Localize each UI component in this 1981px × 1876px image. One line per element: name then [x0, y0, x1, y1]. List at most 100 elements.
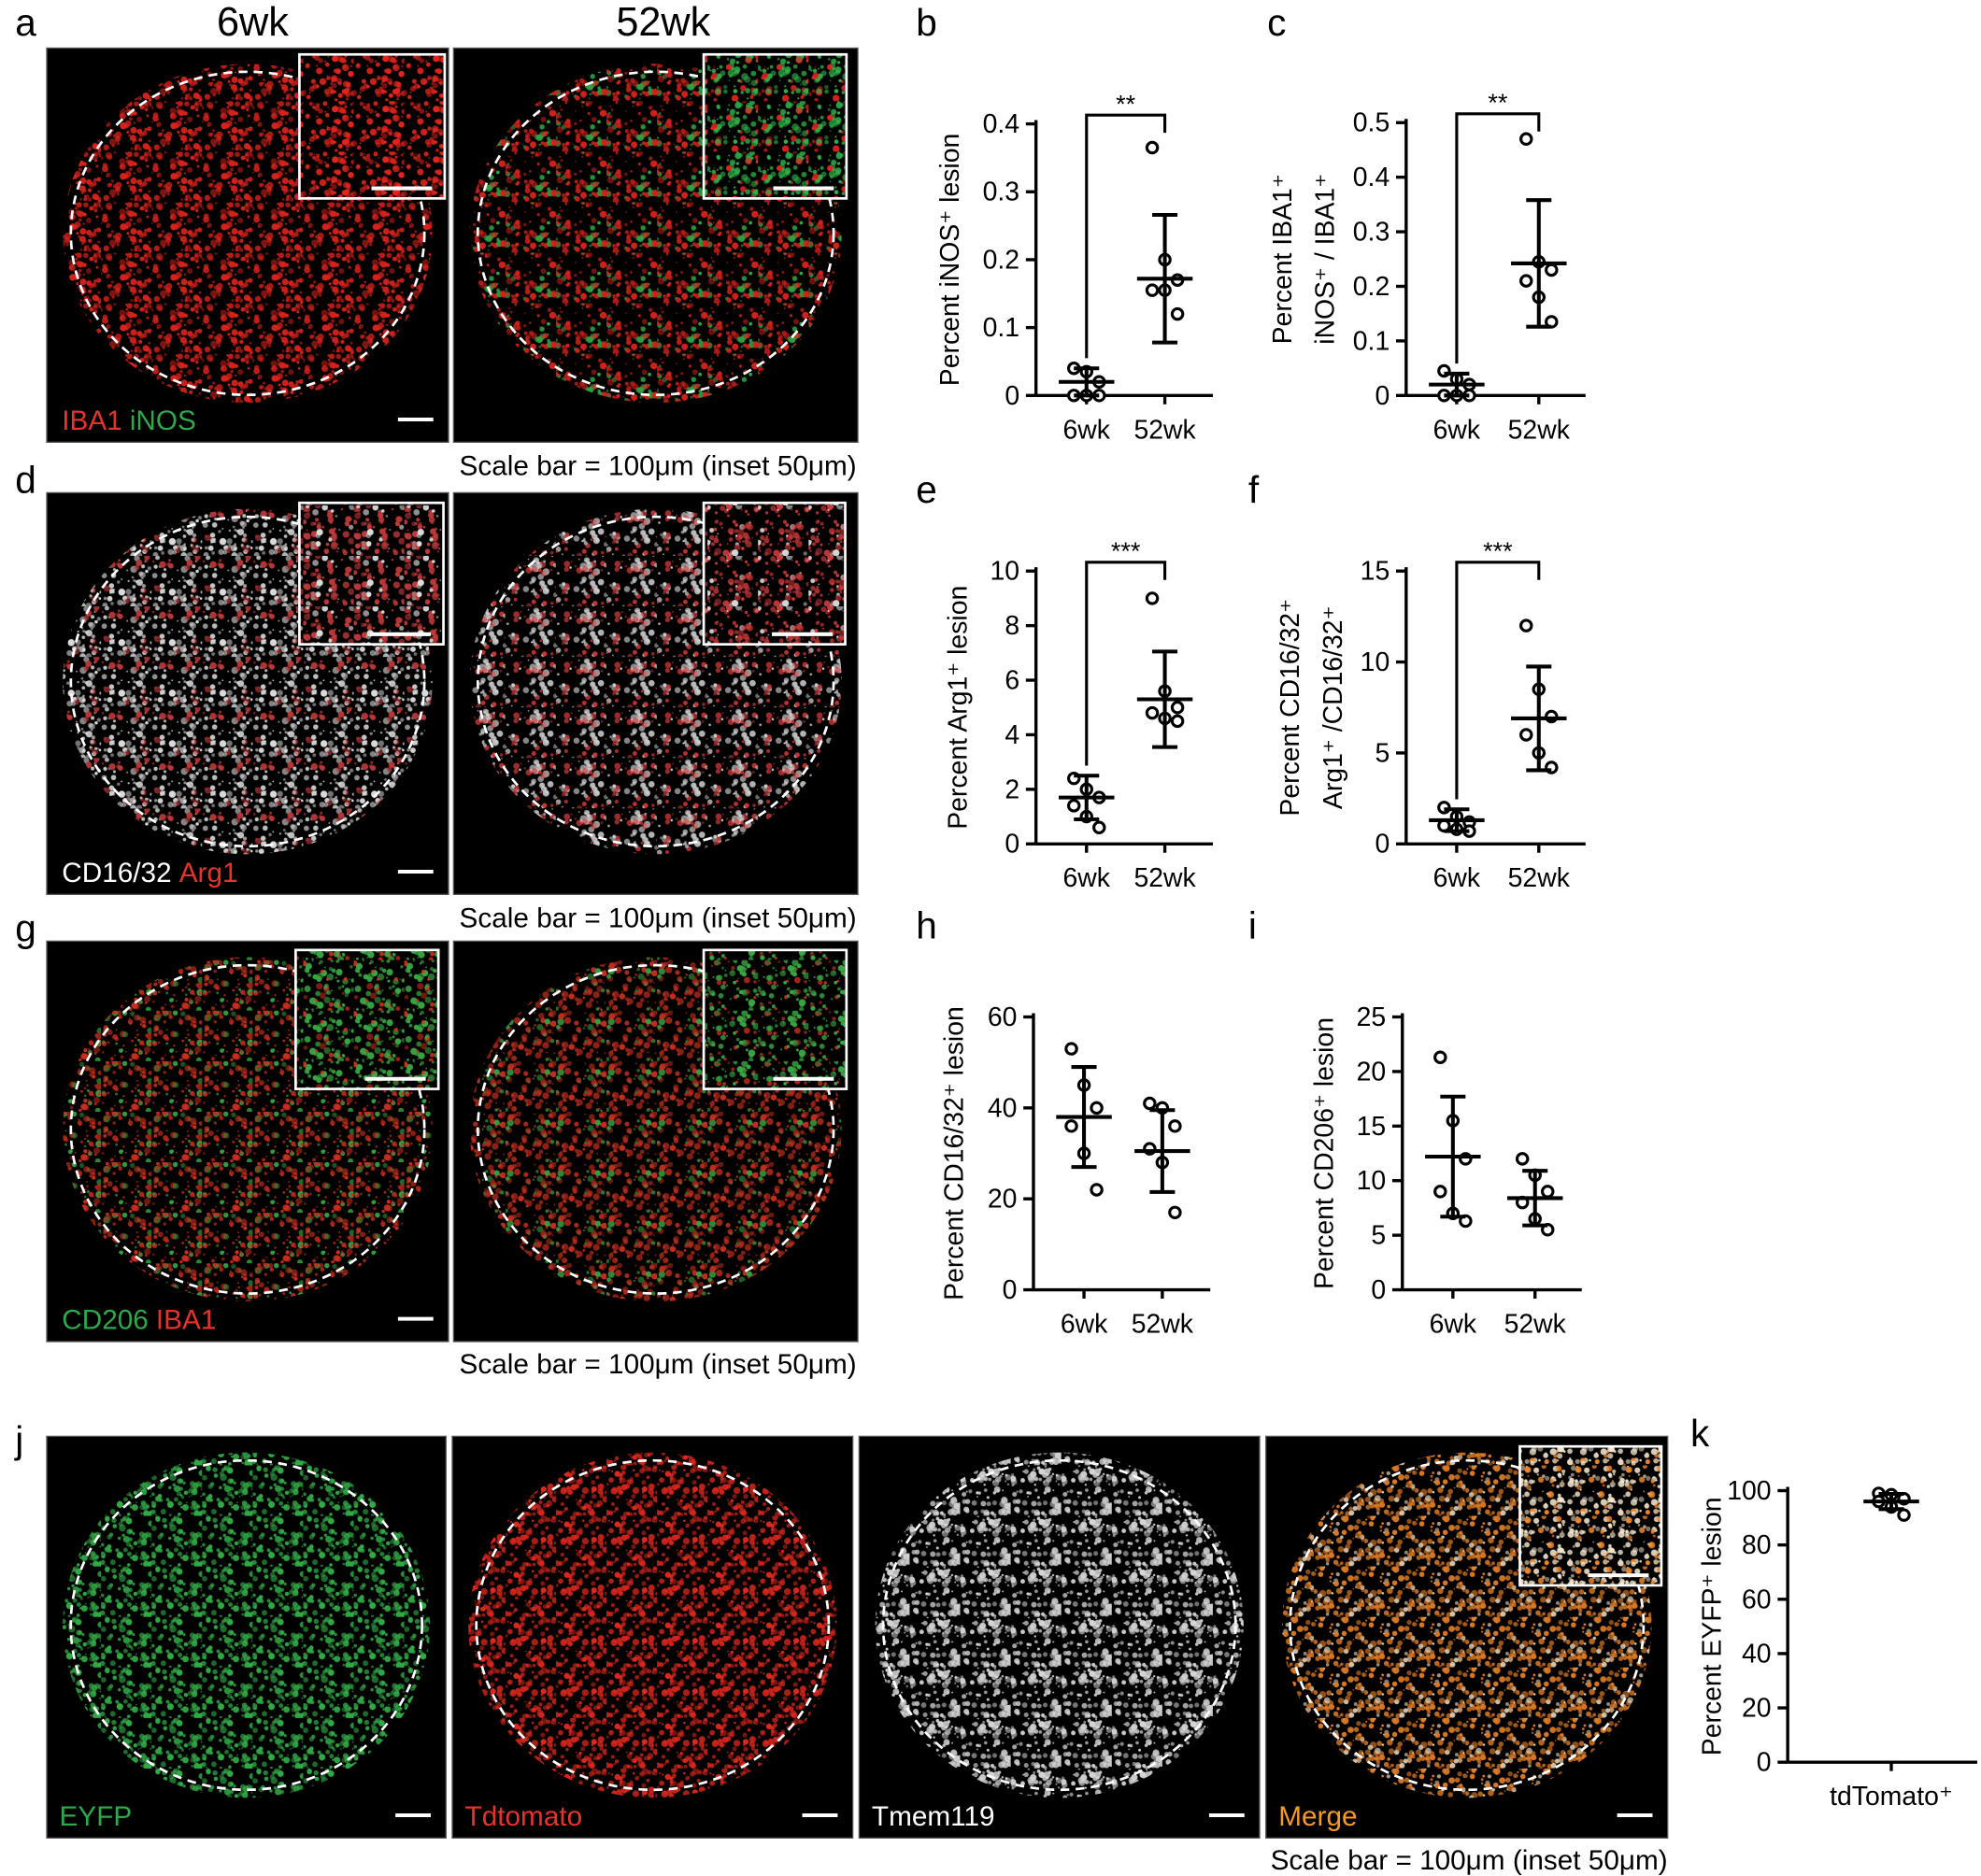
y-tick-label: 6: [1005, 666, 1019, 696]
data-point: [1092, 820, 1106, 834]
data-point: [1433, 1050, 1447, 1064]
significance-bracket: [1085, 113, 1167, 359]
data-point: [1168, 1119, 1182, 1133]
x-tick-label: 52wk: [1132, 1310, 1194, 1340]
y-tick-label: 10: [990, 557, 1020, 587]
channel-name: IBA1: [156, 1304, 216, 1335]
y-tick-label: 5: [1371, 1221, 1386, 1251]
x-tick-label: 6wk: [1063, 415, 1111, 445]
y-axis-label: Percent CD206⁺ lesion: [1309, 1017, 1339, 1289]
error-bar: [1878, 1491, 1904, 1512]
y-axis-label: Percent iNOS⁺ lesion: [935, 134, 965, 386]
y-tick-label: 0: [1003, 1275, 1018, 1305]
data-point: [1545, 263, 1559, 277]
y-tick-label: 0: [1005, 381, 1019, 411]
data-point: [1090, 1101, 1104, 1116]
error-bar: [1444, 807, 1470, 833]
y-tick-label: 0.4: [1353, 163, 1390, 192]
data-point: [1145, 705, 1160, 720]
inset: [298, 52, 447, 200]
data-point: [1067, 799, 1081, 813]
y-tick-label: 15: [1361, 557, 1390, 587]
y-tick-label: 0.3: [1353, 218, 1390, 248]
panel-label: i: [1248, 904, 1257, 947]
error-bar: [1152, 649, 1178, 749]
y-tick-label: 10: [1357, 1166, 1387, 1196]
data-point: [1519, 618, 1533, 632]
panel-label: e: [916, 468, 937, 511]
y-tick-label: 80: [1742, 1530, 1772, 1560]
y-axis-label: Percent EYFP⁺ lesion: [1697, 1497, 1727, 1755]
significance-label: ***: [1483, 537, 1513, 565]
channel-name: CD206: [62, 1304, 149, 1335]
x-tick-label: 52wk: [1508, 415, 1571, 445]
y-tick-label: 5: [1375, 738, 1390, 768]
error-bar: [1526, 198, 1552, 329]
panel-label: j: [14, 1418, 23, 1461]
x-tick-label: 52wk: [1133, 863, 1196, 893]
y-axis-label: Percent CD16/32⁺: [1276, 599, 1305, 817]
column-header: 52wk: [616, 0, 710, 45]
y-tick-label: 40: [1742, 1639, 1772, 1669]
y-tick-label: 0.1: [983, 313, 1019, 343]
panel-label: c: [1267, 1, 1286, 44]
scale-bar-caption: Scale bar = 100μm (inset 50μm): [460, 1349, 857, 1380]
scale-bar-caption: Scale bar = 100μm (inset 50μm): [1271, 1845, 1668, 1876]
data-point: [1090, 1183, 1104, 1197]
y-tick-label: 0: [1005, 830, 1019, 860]
error-bar: [1152, 212, 1178, 345]
channel-label: IBA1 iNOS: [62, 405, 196, 436]
scale-bar-caption: Scale bar = 100μm (inset 50μm): [460, 450, 857, 481]
data-point: [1170, 306, 1185, 321]
lesion-outline: [476, 963, 835, 1295]
y-tick-label: 0: [1375, 381, 1390, 411]
y-tick-label: 2: [1005, 775, 1019, 804]
x-tick-label: 6wk: [1063, 863, 1111, 893]
channel-label: Tdtomato: [465, 1801, 583, 1832]
channel-name: IBA1: [62, 405, 121, 436]
significance-label: **: [1488, 89, 1508, 117]
significance-label: **: [1116, 90, 1136, 118]
x-tick-label: 6wk: [1433, 863, 1481, 893]
data-point: [1541, 1185, 1555, 1199]
y-tick-label: 0.1: [1353, 326, 1390, 356]
y-tick-label: 8: [1005, 611, 1019, 641]
y-tick-label: 0.4: [983, 109, 1019, 139]
x-tick-label: 6wk: [1061, 1310, 1108, 1340]
y-tick-label: 0: [1375, 830, 1390, 860]
significance-label: ***: [1111, 537, 1141, 565]
channel-name: CD16/32: [62, 858, 171, 888]
y-axis-label: Percent IBA1⁺: [1268, 174, 1298, 344]
y-tick-label: 100: [1727, 1476, 1771, 1506]
data-point: [1515, 1152, 1530, 1166]
x-tick-label: 52wk: [1504, 1310, 1567, 1340]
error-bar: [1526, 664, 1552, 773]
error-bar: [1071, 1065, 1097, 1170]
column-header: 6wk: [217, 0, 289, 45]
y-axis-label: Arg1⁺ /CD16/32⁺: [1318, 605, 1348, 809]
data-point: [1143, 1096, 1157, 1111]
data-point: [1064, 1042, 1078, 1056]
inset: [702, 52, 848, 200]
lesion-outline: [881, 1458, 1237, 1792]
lesion-outline: [69, 963, 426, 1295]
error-bar: [1149, 1108, 1176, 1194]
y-tick-label: 20: [1742, 1694, 1772, 1724]
error-bar: [1444, 371, 1470, 398]
tissue: [63, 1452, 431, 1798]
lesion-outline: [69, 70, 426, 397]
tissue: [875, 1452, 1244, 1798]
lesion-outline: [69, 515, 426, 848]
y-tick-label: 20: [988, 1185, 1018, 1215]
data-point: [1145, 591, 1160, 605]
inset: [298, 501, 445, 647]
y-tick-label: 60: [988, 1002, 1018, 1032]
channel-label: Tmem119: [872, 1801, 995, 1832]
channel-name: iNOS: [130, 405, 196, 436]
panel-label: f: [1248, 468, 1260, 511]
data-point: [1897, 1508, 1911, 1522]
channel-name: Arg1: [179, 858, 238, 888]
x-tick-label: 52wk: [1508, 863, 1571, 893]
y-tick-label: 0: [1371, 1275, 1386, 1305]
